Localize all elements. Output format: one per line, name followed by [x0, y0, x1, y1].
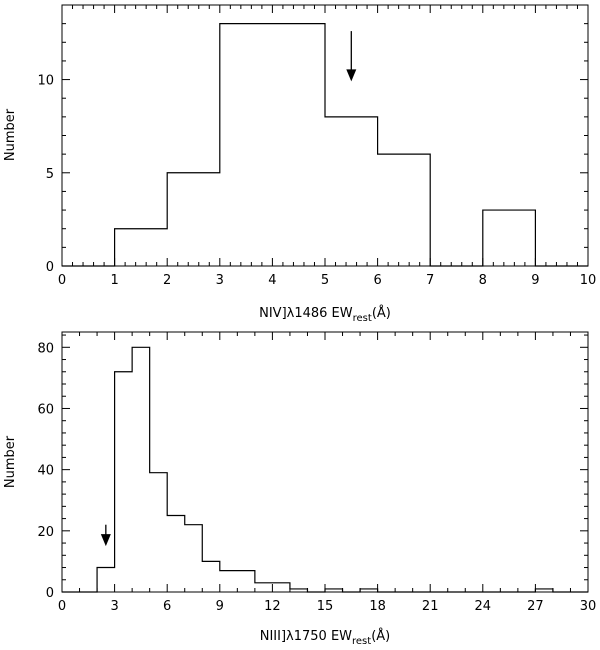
x-tick-label: 27	[527, 599, 544, 614]
arrow-marker	[100, 524, 111, 547]
x-tick-label: 0	[58, 273, 66, 288]
axis-ticks	[61, 332, 589, 593]
y-tick-label: 60	[37, 402, 54, 417]
x-tick-label: 10	[580, 273, 597, 288]
y-tick-label: 0	[46, 260, 54, 275]
y-tick-label: 80	[37, 341, 54, 356]
x-tick-label: 18	[369, 599, 386, 614]
x-tick-label: 9	[216, 599, 224, 614]
x-tick-label: 5	[321, 273, 329, 288]
arrow-head	[100, 534, 111, 547]
plot-frame	[61, 331, 589, 593]
x-tick-label: 6	[373, 273, 381, 288]
x-axis-label: NIV]λ1486 EWrest(Å)	[259, 305, 391, 324]
x-tick-label: 24	[475, 599, 492, 614]
x-axis-label: NIII]λ1750 EWrest(Å)	[260, 628, 391, 647]
histogram-outline	[62, 23, 588, 267]
x-tick-label: 8	[479, 273, 487, 288]
x-tick-label: 9	[531, 273, 539, 288]
x-tick-label: 7	[426, 273, 434, 288]
x-tick-label: 3	[216, 273, 224, 288]
x-tick-label: 21	[422, 599, 439, 614]
axis-ticks	[61, 4, 589, 267]
y-axis-label: Number	[3, 108, 18, 161]
tick-labels: 0 1 2 3 4 5 6 7 8 9 10 0 5 10	[37, 74, 596, 288]
x-tick-label: 6	[163, 599, 171, 614]
x-tick-label: 4	[268, 273, 276, 288]
tick-labels: 0 3 6 9 12 15 18 21 24 27 30 0 20 40 60 80	[37, 341, 596, 614]
y-tick-label: 20	[37, 525, 54, 540]
y-tick-label: 0	[46, 586, 54, 601]
x-tick-label: 1	[110, 273, 118, 288]
arrow-head	[346, 69, 357, 82]
y-tick-label: 10	[37, 74, 54, 89]
histogram-panel-niii: 0 3 6 9 12 15 18 21 24 27 30 0 20 40 60 80 Number NIII]…	[3, 331, 596, 647]
y-tick-label: 5	[46, 167, 54, 182]
x-tick-label: 12	[264, 599, 281, 614]
x-tick-label: 3	[110, 599, 118, 614]
x-tick-label: 2	[163, 273, 171, 288]
x-tick-label: 15	[317, 599, 334, 614]
x-tick-label: 30	[580, 599, 597, 614]
y-tick-label: 40	[37, 464, 54, 479]
y-axis-label: Number	[3, 435, 18, 488]
arrow-marker	[346, 31, 357, 82]
histogram-panel-niv: 0 1 2 3 4 5 6 7 8 9 10 0 5 10 Number NIV]λ1486 EWrest…	[3, 4, 596, 324]
x-tick-label: 0	[58, 599, 66, 614]
histogram-outline	[62, 346, 588, 593]
